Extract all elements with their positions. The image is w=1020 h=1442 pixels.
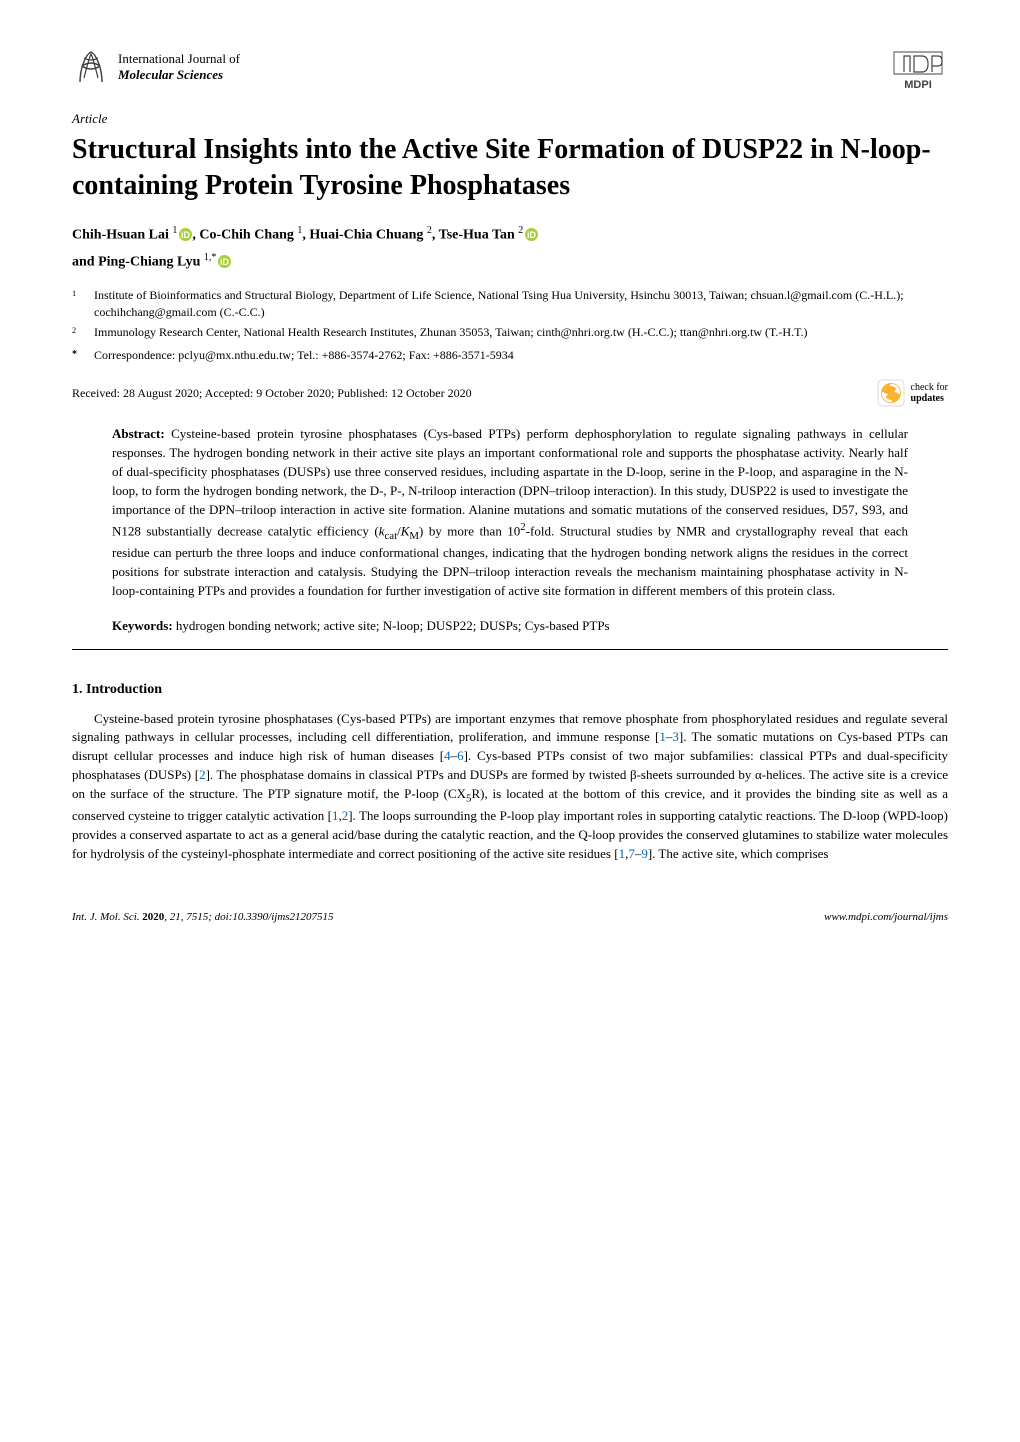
author-and: and [72,255,95,270]
check-updates-line2: updates [911,393,948,404]
affiliations: 1 Institute of Bioinformatics and Struct… [72,287,948,364]
author-1: Chih-Hsuan Lai [72,228,169,243]
keywords-label: Keywords: [112,618,173,633]
abstract-text-1: Cysteine-based protein tyrosine phosphat… [112,426,908,538]
p1-g: ]. The active site, which comprises [648,846,829,861]
author-1-sup: 1 [172,225,177,236]
author-3-sup: 2 [427,225,432,236]
orcid-icon[interactable]: iD [179,226,192,250]
page-footer: Int. J. Mol. Sci. 2020, 21, 7515; doi:10… [72,910,948,925]
author-2: Co-Chih Chang [199,228,294,243]
affiliation-2: 2 Immunology Research Center, National H… [72,324,948,342]
footer-right[interactable]: www.mdpi.com/journal/ijms [824,910,948,925]
keywords: Keywords: hydrogen bonding network; acti… [72,617,948,650]
footer-journal-abbrev: Int. J. Mol. Sci. [72,911,140,923]
orcid-icon[interactable]: iD [218,253,231,277]
abstract-text-2: ) by more than 10 [419,523,520,538]
check-updates-text: check for updates [911,382,948,404]
article-type: Article [72,110,948,128]
affiliation-1-text: Institute of Bioinformatics and Structur… [94,287,948,321]
affiliation-2-text: Immunology Research Center, National Hea… [94,324,948,342]
correspondence: * Correspondence: pclyu@mx.nthu.edu.tw; … [72,347,948,364]
keywords-text: hydrogen bonding network; active site; N… [173,618,610,633]
affiliation-2-num: 2 [72,324,84,342]
author-5-sup: 1,* [204,252,217,263]
author-list: Chih-Hsuan Lai 1iD, Co-Chih Chang 1, Hua… [72,222,948,277]
affiliation-2-sup: 2 [72,326,76,335]
check-updates-line1: check for [911,382,948,393]
article-title: Structural Insights into the Active Site… [72,132,948,204]
journal-logo-icon [72,48,110,86]
footer-year: 2020 [142,911,164,923]
check-updates-badge[interactable]: check for updates [877,379,948,407]
journal-brand: International Journal of Molecular Scien… [72,48,240,86]
svg-text:iD: iD [181,229,191,239]
author-3: Huai-Chia Chuang [309,228,423,243]
kcat-sub: cat [384,530,397,542]
journal-name-line2: Molecular Sciences [118,67,240,83]
intro-paragraph-1: Cysteine-based protein tyrosine phosphat… [72,710,948,864]
check-updates-icon [877,379,905,407]
correspondence-marker: * [72,347,84,364]
dates-row: Received: 28 August 2020; Accepted: 9 Oc… [72,379,948,407]
footer-left: Int. J. Mol. Sci. 2020, 21, 7515; doi:10… [72,910,334,925]
svg-text:MDPI: MDPI [904,79,932,91]
author-5: Ping-Chiang Lyu [98,255,200,270]
author-4-sup: 2 [518,225,523,236]
orcid-icon[interactable]: iD [525,226,538,250]
km-sub: M [409,530,419,542]
affiliation-1: 1 Institute of Bioinformatics and Struct… [72,287,948,321]
abstract: Abstract: Cysteine-based protein tyrosin… [72,425,948,600]
correspondence-text: Correspondence: pclyu@mx.nthu.edu.tw; Te… [94,347,948,364]
abstract-label: Abstract: [112,426,165,441]
author-2-sup: 1 [297,225,302,236]
journal-name-line1: International Journal of [118,51,240,67]
publication-dates: Received: 28 August 2020; Accepted: 9 Oc… [72,385,472,402]
correspondence-star: * [72,349,77,360]
svg-text:iD: iD [220,257,230,267]
section-1-body: Cysteine-based protein tyrosine phosphat… [72,710,948,864]
section-1-heading: 1. Introduction [72,680,948,700]
affiliation-1-num: 1 [72,287,84,321]
publisher-logo-icon: MDPI [888,48,948,92]
footer-citation: , 21, 7515; doi:10.3390/ijms21207515 [164,911,333,923]
svg-text:iD: iD [527,229,537,239]
affiliation-1-sup: 1 [72,289,76,298]
page-header: International Journal of Molecular Scien… [72,48,948,92]
footer-url[interactable]: www.mdpi.com/journal/ijms [824,911,948,923]
author-4: Tse-Hua Tan [439,228,515,243]
journal-name: International Journal of Molecular Scien… [118,51,240,84]
